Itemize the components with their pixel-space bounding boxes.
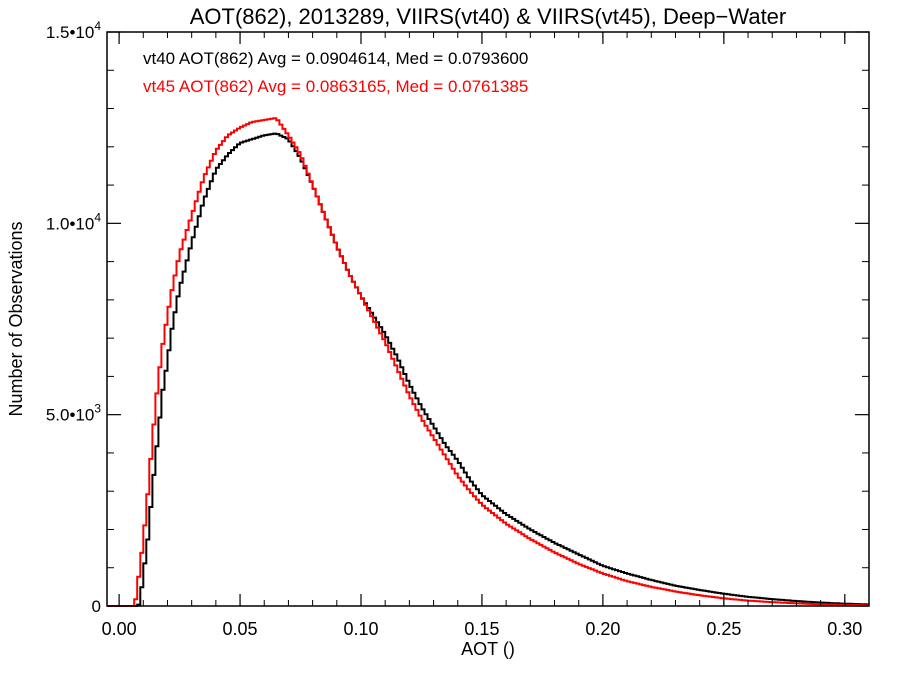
chart-title: AOT(862), 2013289, VIIRS(vt40) & VIIRS(v… [190, 4, 787, 29]
x-tick-label: 0.05 [223, 619, 258, 639]
series-line-0 [107, 132, 869, 607]
plot-series [107, 117, 869, 607]
tick-labels: 0.00 0.05 0.10 0.15 0.20 0.25 0.30 0 5.0•103 1.0•… [46, 19, 863, 639]
x-tick-label: 0.10 [343, 619, 378, 639]
x-tick-label: 0.30 [827, 619, 862, 639]
x-axis-label: AOT () [461, 639, 515, 659]
axis-ticks [107, 31, 869, 607]
y-tick-label: 5.0•103 [46, 402, 102, 425]
annotation-vt45: vt45 AOT(862) Avg = 0.0863165, Med = 0.0… [143, 77, 528, 96]
x-tick-label: 0.00 [102, 619, 137, 639]
series-line-1 [107, 117, 869, 607]
y-tick-label: 0 [92, 597, 101, 616]
plot-frame [106, 31, 870, 607]
annotation-vt40: vt40 AOT(862) Avg = 0.0904614, Med = 0.0… [143, 49, 528, 68]
x-tick-label: 0.15 [464, 619, 499, 639]
y-tick-label: 1.5•104 [46, 19, 102, 42]
x-tick-label: 0.25 [706, 619, 741, 639]
x-tick-label: 0.20 [585, 619, 620, 639]
y-axis-label: Number of Observations [6, 221, 26, 416]
y-tick-label: 1.0•104 [46, 210, 102, 233]
